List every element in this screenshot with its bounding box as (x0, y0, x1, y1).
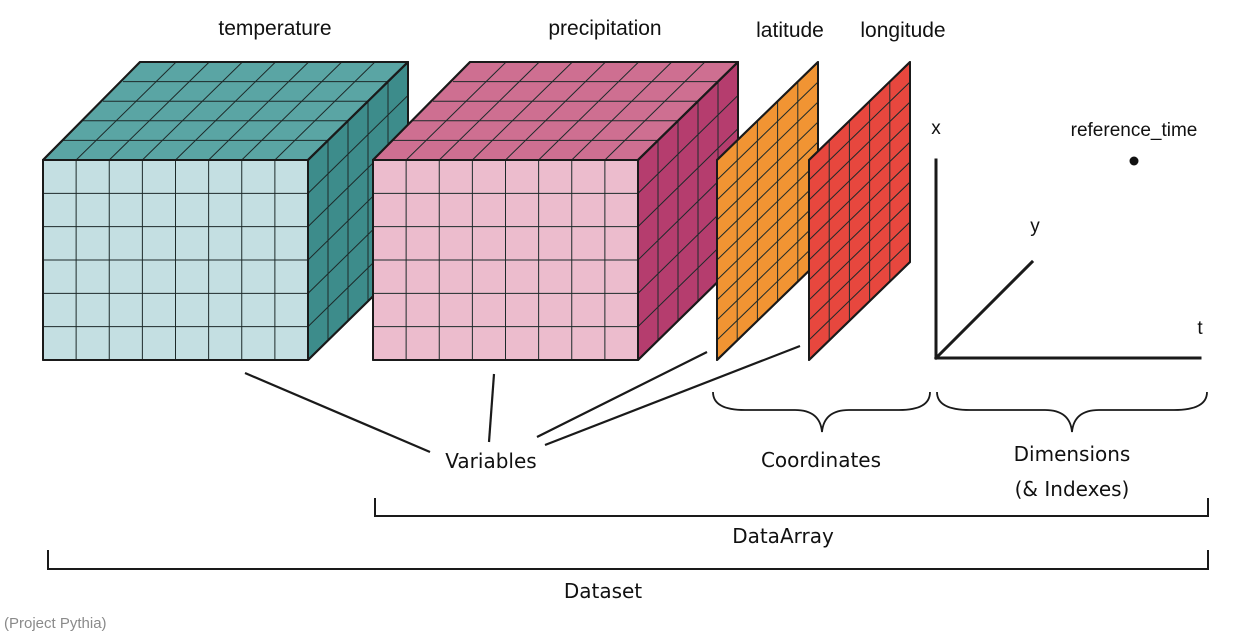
prec-top-grid-line (604, 61, 706, 161)
connector-precipitation (487, 373, 496, 443)
prec-side-grid-line (637, 94, 739, 194)
lon-grid-line (808, 201, 911, 301)
dimensions-label: Dimensions (1014, 442, 1131, 466)
coordinates-label: Coordinates (761, 448, 881, 472)
lon-grid-line (808, 181, 911, 281)
temp-top-grid-line (208, 61, 309, 161)
lon-grid-line (808, 161, 911, 261)
reference-time-point (1129, 156, 1139, 166)
lon-grid-line (808, 121, 911, 221)
x-axis-label: x (931, 118, 941, 139)
longitude-plane-grid (808, 61, 911, 361)
lat-grid-line (716, 141, 819, 241)
dataarray-label: DataArray (732, 524, 834, 548)
prec-top-grid-line (505, 61, 606, 161)
latitude-label: latitude (756, 19, 824, 42)
dataset-bracket (47, 550, 1209, 570)
temp-top-grid-line (75, 61, 177, 161)
temp-top-grid-line (142, 61, 243, 161)
lon-grid-line (808, 101, 911, 201)
reference-time-label: reference_time (1071, 120, 1198, 141)
lon-grid-line (808, 221, 911, 321)
y-axis-label: y (1030, 216, 1040, 237)
temp-top-grid-line (274, 61, 376, 161)
longitude-plane (808, 61, 911, 361)
lon-grid-line (808, 141, 911, 241)
temp-top-grid-line (241, 61, 343, 161)
coordinates-brace (712, 391, 931, 433)
precipitation-cube (372, 61, 739, 361)
lat-grid-line (716, 101, 819, 201)
temperature-cube (42, 61, 409, 361)
variables-label: Variables (445, 449, 536, 473)
connector-temperature (244, 371, 431, 454)
prec-top-grid-line (538, 61, 639, 161)
prec-top-grid-line (405, 61, 507, 161)
temperature-label: temperature (218, 17, 331, 40)
lon-grid-line (808, 81, 911, 181)
variables-connectors (244, 344, 801, 454)
connector-longitude (544, 344, 801, 447)
lat-grid-line (716, 121, 819, 221)
precipitation-label: precipitation (548, 17, 661, 40)
prec-side-grid-line (637, 128, 739, 228)
lat-grid-line (716, 201, 819, 301)
t-axis-label: t (1197, 318, 1203, 339)
lat-grid-line (716, 161, 819, 261)
precipitation-cube-grid (372, 61, 739, 361)
temp-side-grid-line (307, 94, 409, 194)
longitude-label: longitude (860, 19, 945, 42)
temp-top-grid-line (108, 61, 210, 161)
lat-grid-line (716, 221, 819, 321)
lon-plane-outline (808, 61, 911, 361)
prec-top-grid-line (472, 61, 573, 161)
temp-top-grid-line (175, 61, 276, 161)
lat-grid-line (716, 241, 819, 341)
dimensions-brace (936, 391, 1208, 433)
y-axis-line (933, 259, 1035, 361)
prec-top-grid-line (438, 61, 540, 161)
lat-grid-line (716, 81, 819, 181)
lon-grid-line (808, 241, 911, 341)
connector-latitude (536, 351, 708, 438)
indexes-label: (& Indexes) (1015, 477, 1130, 501)
credit-text: (Project Pythia) (4, 615, 107, 632)
lat-grid-line (716, 181, 819, 281)
prec-top-grid-line (571, 61, 673, 161)
dataset-label: Dataset (564, 579, 642, 603)
dataarray-bracket (374, 498, 1209, 517)
dimension-axes (933, 158, 1202, 361)
